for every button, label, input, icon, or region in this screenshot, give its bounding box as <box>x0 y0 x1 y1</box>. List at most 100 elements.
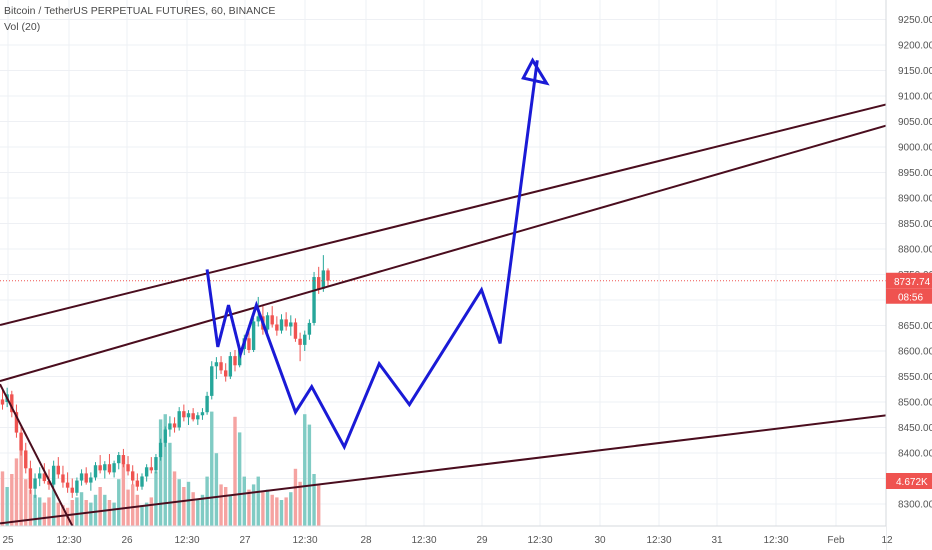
volume-bar <box>131 484 135 526</box>
candle-body <box>75 480 79 493</box>
price-tick-label: 9150.00 <box>898 66 932 77</box>
price-tick-label: 8550.00 <box>898 372 932 383</box>
volume-bar <box>307 424 312 526</box>
volume-bar <box>219 484 223 526</box>
time-tick-label: 29 <box>476 535 488 546</box>
candle-body <box>303 334 307 345</box>
volume-bar <box>210 411 214 526</box>
time-tick-label: 12 <box>881 535 893 546</box>
candle-body <box>84 473 88 483</box>
volume-bar <box>70 500 74 526</box>
candle-body <box>10 394 14 413</box>
volume-bar <box>261 492 265 526</box>
volume-bar <box>256 476 260 526</box>
legend-volume-indicator[interactable]: Vol (20) <box>4 21 41 33</box>
volume-bar <box>79 492 84 526</box>
last-price-label: 8737.74 <box>894 277 931 288</box>
volume-bar <box>284 497 288 526</box>
candle-body <box>121 455 126 465</box>
candle-body <box>307 322 312 335</box>
candle-body <box>131 471 135 481</box>
time-tick-label: 12:30 <box>411 535 436 546</box>
candle-body <box>28 468 33 489</box>
volume-bar <box>158 419 163 526</box>
candle-body <box>233 356 237 366</box>
price-tick-label: 9250.00 <box>898 15 932 26</box>
volume-badge <box>886 473 932 489</box>
volume-badge-label: 4.672K <box>896 477 928 488</box>
time-tick-label: 12:30 <box>763 535 788 546</box>
candle-body <box>186 413 191 418</box>
candle-body <box>237 348 242 366</box>
candle-body <box>279 319 284 331</box>
candle-body <box>196 415 200 420</box>
legend-title: Bitcoin / TetherUS PERPETUAL FUTURES, 60… <box>4 5 276 17</box>
time-tick-label: 28 <box>360 535 372 546</box>
chart-grid <box>0 0 888 526</box>
time-tick-label: 31 <box>711 535 723 546</box>
candle-body <box>270 315 274 325</box>
countdown-label: 08:56 <box>898 292 923 303</box>
candle-body <box>317 277 321 289</box>
volume-bar <box>117 479 121 526</box>
volume-bar <box>275 497 279 526</box>
price-tick-label: 8400.00 <box>898 449 932 460</box>
candle-body <box>93 465 98 478</box>
volume-bar <box>56 502 60 526</box>
candle-body <box>256 316 260 322</box>
price-tick-label: 8300.00 <box>898 500 932 511</box>
trendline-descending <box>0 383 77 534</box>
candle-body <box>228 356 233 377</box>
candle-body <box>172 423 177 428</box>
volume-bar <box>233 416 237 526</box>
volume-bar <box>224 487 228 526</box>
price-badges: 8737.74 08:56 4.672K <box>886 272 932 489</box>
volume-bar <box>293 468 298 526</box>
volume-bar <box>205 476 209 526</box>
candle-body <box>219 362 223 371</box>
candle-body <box>56 465 60 475</box>
candle-body <box>42 473 47 482</box>
time-tick-label: 25 <box>2 535 14 546</box>
price-tick-label: 8600.00 <box>898 347 932 358</box>
candle-body <box>163 429 167 443</box>
volume-bar <box>228 494 233 526</box>
time-tick-label: 30 <box>594 535 606 546</box>
candle-body <box>275 324 279 331</box>
time-tick-label: 12:30 <box>56 535 81 546</box>
volume-bar <box>303 414 307 526</box>
volume-bar <box>214 453 219 526</box>
volume-bar <box>168 442 172 526</box>
volume-bar <box>0 471 5 526</box>
volume-bar <box>196 500 200 526</box>
volume-bar <box>317 484 321 526</box>
candle-body <box>326 270 330 281</box>
volume-bar <box>33 494 37 526</box>
candle-body <box>149 467 153 471</box>
candle-body <box>251 321 256 350</box>
volume-bar <box>42 502 47 526</box>
candle-body <box>298 338 302 345</box>
volume-bar <box>98 487 102 526</box>
time-axis: 25 12:30 26 12:30 27 12:30 28 12:30 29 12:30 30 12:… <box>0 525 893 550</box>
candle-body <box>154 457 158 471</box>
time-tick-label: 26 <box>121 535 133 546</box>
volume-bar <box>149 497 153 526</box>
candle-body <box>191 413 195 420</box>
candle-body <box>158 442 163 458</box>
trendline-channel-upper <box>0 92 932 326</box>
price-tick-label: 8900.00 <box>898 194 932 205</box>
candle-body <box>112 463 116 473</box>
price-tick-label: 8800.00 <box>898 245 932 256</box>
candlesticks <box>0 255 330 498</box>
candle-body <box>89 477 93 483</box>
time-tick-label: 12:30 <box>292 535 317 546</box>
countdown-badge <box>886 288 932 304</box>
price-tick-label: 8850.00 <box>898 219 932 230</box>
volume-bar <box>47 497 51 526</box>
candle-body <box>177 411 181 428</box>
candle-body <box>312 277 316 323</box>
candle-body <box>205 395 209 413</box>
candle-body <box>65 482 70 488</box>
